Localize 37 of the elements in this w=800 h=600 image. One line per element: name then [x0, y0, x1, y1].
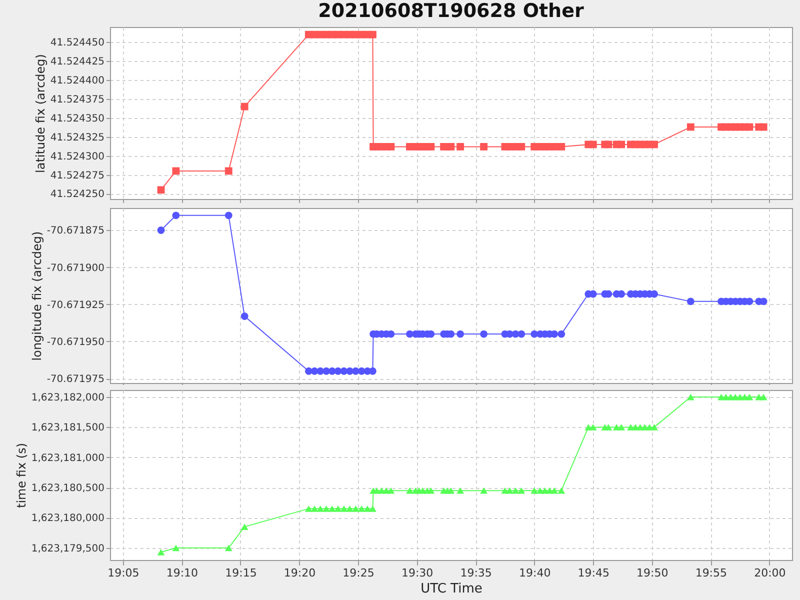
x-tick-label: 19:50 [636, 566, 668, 580]
y-tick-label: 41.524325 [50, 132, 104, 144]
x-tick-label: 19:55 [695, 566, 728, 580]
y-tick-label: 1,623,179,500 [31, 543, 104, 554]
x-tick-label: 19:25 [342, 566, 374, 580]
y-tick-label: 1,623,181,000 [31, 452, 104, 464]
y-tick-label: 1,623,180,500 [31, 483, 104, 494]
y-tick-label: -70.671900 [46, 262, 104, 274]
x-tick-label: 19:05 [108, 566, 140, 580]
y-tick-label: 1,623,182,000 [31, 392, 104, 404]
x-tick-label: 19:45 [578, 566, 610, 580]
y-tick-label: -70.671950 [46, 336, 104, 348]
y-tick-label: 41.524350 [50, 113, 104, 124]
y-tick-label: 41.524400 [50, 76, 104, 87]
y-tick-label: -70.671875 [46, 226, 104, 237]
y-tick-label: 41.524250 [50, 189, 104, 200]
y-tick-label: -70.671975 [46, 374, 104, 386]
x-tick-label: 19:35 [460, 566, 492, 580]
y-tick-label: -70.671925 [46, 300, 104, 311]
y-axis-title: longitude fix (arcdeg) [30, 231, 44, 361]
x-tick-label: 20:00 [754, 566, 786, 580]
x-tick-label: 19:30 [401, 566, 434, 580]
x-tick-label: 19:10 [166, 566, 198, 580]
y-tick-label: 41.524275 [50, 170, 104, 182]
y-axis-title: latitude fix (arcdeg) [33, 54, 48, 173]
chart-title: 20210608T190628 Other [318, 0, 584, 22]
x-tick-label: 19:40 [518, 566, 551, 580]
y-tick-label: 41.524375 [50, 94, 104, 106]
y-tick-label: 41.524425 [50, 56, 104, 68]
y-tick-label: 41.524450 [50, 38, 104, 49]
y-tick-label: 1,623,181,500 [31, 422, 104, 434]
y-tick-label: 1,623,180,000 [31, 513, 104, 524]
x-tick-label: 19:20 [284, 566, 316, 580]
x-axis-title: UTC Time [420, 582, 482, 596]
y-tick-label: 41.524300 [50, 151, 104, 162]
x-tick-label: 19:15 [225, 566, 257, 580]
y-axis-title: time fix (s) [14, 442, 28, 508]
